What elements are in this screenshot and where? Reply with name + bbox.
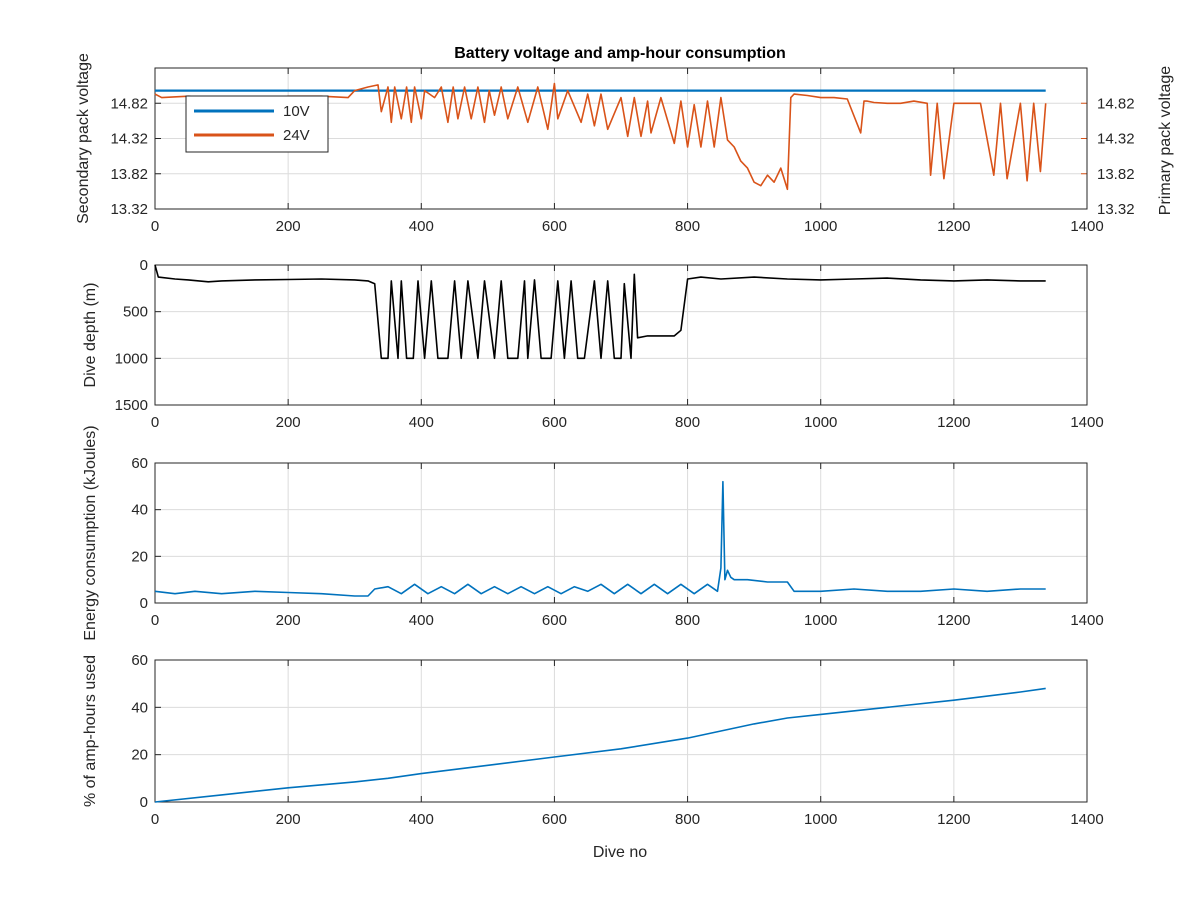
y-right-tick-label: 13.32	[1097, 201, 1135, 218]
x-tick-label: 1000	[804, 414, 837, 431]
series-line-24v	[154, 82, 1047, 191]
x-tick-label: 600	[542, 612, 567, 629]
y-tick-label: 500	[123, 304, 148, 321]
legend-label: 24V	[283, 127, 310, 144]
y-right-axis-label: Primary pack voltage	[1157, 66, 1174, 215]
subplot-3: 0 200 400 600 800 1000 1200 1400 0 20 40 60 Energy c…	[82, 425, 1104, 640]
y-right-tick-label: 14.32	[1097, 131, 1135, 148]
y-tick-label: 0	[140, 257, 148, 274]
y-axis-label: % of amp-hours used	[82, 655, 99, 807]
x-tick-label: 1200	[937, 218, 970, 235]
y-tick-label: 13.82	[110, 166, 148, 183]
x-tick-label: 1400	[1070, 414, 1103, 431]
y-tick-label: 14.82	[110, 95, 148, 112]
y-axis-label: Energy consumption (kJoules)	[82, 425, 99, 640]
x-tick-label: 1200	[937, 811, 970, 828]
x-tick-label: 0	[151, 811, 159, 828]
x-tick-label: 200	[276, 811, 301, 828]
x-tick-label: 1400	[1070, 218, 1103, 235]
y-right-tick-label: 13.82	[1097, 166, 1135, 183]
y-right-tick-label: 14.82	[1097, 95, 1135, 112]
x-tick-label: 800	[675, 612, 700, 629]
x-tick-label: 800	[675, 218, 700, 235]
x-tick-label: 800	[675, 811, 700, 828]
axes-box	[154, 462, 1088, 604]
x-axis-label: Dive no	[593, 844, 647, 861]
y-tick-label: 1500	[115, 397, 148, 414]
legend-label: 10V	[283, 103, 310, 120]
axes-box	[154, 67, 1088, 210]
y-tick-label: 40	[131, 699, 148, 716]
y-tick-label: 40	[131, 502, 148, 519]
series-line-amp-hours	[154, 687, 1046, 803]
axes-box	[154, 659, 1088, 803]
y-tick-label: 20	[131, 548, 148, 565]
y-tick-label: 60	[131, 455, 148, 472]
axes-box	[154, 264, 1088, 406]
y-axis-label: Dive depth (m)	[82, 283, 99, 388]
x-tick-label: 1000	[804, 811, 837, 828]
x-tick-label: 600	[542, 218, 567, 235]
x-tick-label: 600	[542, 811, 567, 828]
plots-container: 0 200 400 600 800 1000 1200 140013.3213.8214.32…	[75, 53, 1174, 828]
y-tick-label: 20	[131, 747, 148, 764]
x-tick-label: 1200	[937, 612, 970, 629]
y-tick-label: 1000	[115, 350, 148, 367]
y-tick-label: 60	[131, 652, 148, 669]
x-tick-label: 400	[409, 218, 434, 235]
subplot-2: 0 200 400 600 800 1000 1200 1400 0 500 1000 1500 Div…	[82, 257, 1104, 431]
y-tick-label: 14.32	[110, 131, 148, 148]
x-tick-label: 1400	[1070, 612, 1103, 629]
x-tick-label: 800	[675, 414, 700, 431]
x-tick-label: 400	[409, 612, 434, 629]
x-tick-label: 600	[542, 414, 567, 431]
x-tick-label: 400	[409, 811, 434, 828]
x-tick-label: 1400	[1070, 811, 1103, 828]
x-tick-label: 1000	[804, 612, 837, 629]
series-line-energy	[154, 480, 1046, 597]
x-tick-label: 0	[151, 414, 159, 431]
x-tick-label: 400	[409, 414, 434, 431]
y-tick-label: 0	[140, 595, 148, 612]
subplot-1: 0 200 400 600 800 1000 1200 140013.3213.8214.32…	[75, 53, 1174, 235]
x-tick-label: 0	[151, 218, 159, 235]
x-tick-label: 200	[276, 218, 301, 235]
y-tick-label: 0	[140, 794, 148, 811]
y-tick-label: 13.32	[110, 201, 148, 218]
y-axis-label: Secondary pack voltage	[75, 53, 92, 224]
legend-box	[185, 95, 329, 153]
x-tick-label: 200	[276, 414, 301, 431]
x-tick-label: 200	[276, 612, 301, 629]
x-tick-label: 0	[151, 612, 159, 629]
figure-title: Battery voltage and amp-hour consumption	[454, 45, 786, 62]
subplot-4: 0 200 400 600 800 1000 1200 1400 0 20 40 60 % of amp…	[82, 652, 1104, 828]
x-tick-label: 1000	[804, 218, 837, 235]
series-line-depth	[154, 264, 1046, 360]
x-tick-label: 1200	[937, 414, 970, 431]
